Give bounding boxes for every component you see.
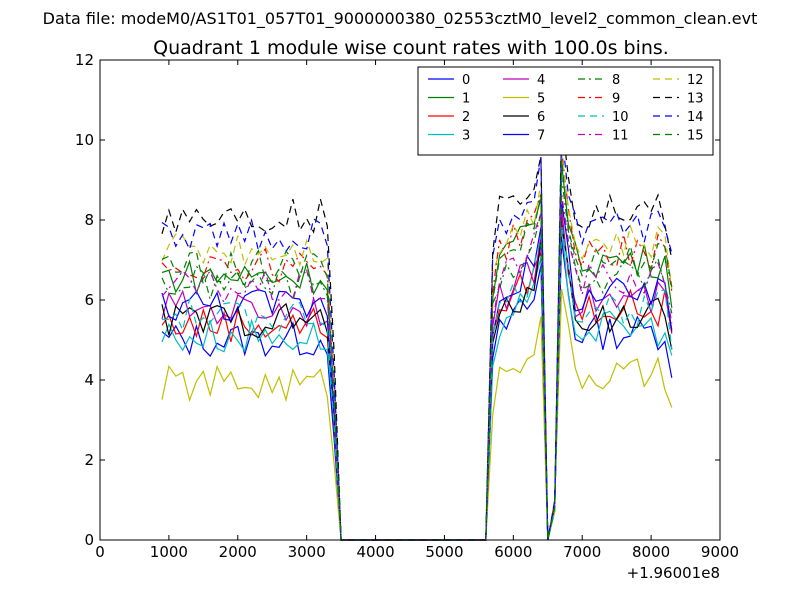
legend-label: 12 <box>687 73 704 88</box>
series-line-11 <box>161 194 673 541</box>
series-line-6 <box>161 224 673 541</box>
series-line-12 <box>161 154 673 541</box>
series-line-1 <box>161 163 673 541</box>
legend-entry: 0 <box>428 73 470 88</box>
y-tick-label: 0 <box>84 531 94 549</box>
chart-title: Quadrant 1 module wise count rates with … <box>153 37 669 59</box>
legend-entry: 3 <box>428 129 470 144</box>
legend-entry: 4 <box>503 73 545 88</box>
legend-entry: 13 <box>653 92 704 107</box>
x-tick-label: 4000 <box>356 543 394 561</box>
x-tick-label: 1000 <box>150 543 188 561</box>
x-tick-label: 7000 <box>563 543 601 561</box>
x-tick-label: 0 <box>95 543 105 561</box>
legend-label: 5 <box>537 92 545 107</box>
series-line-10 <box>161 225 673 541</box>
legend-entry: 7 <box>503 129 545 144</box>
y-tick-label: 10 <box>75 131 94 149</box>
legend-entry: 9 <box>578 92 620 107</box>
legend-entry: 1 <box>428 92 470 107</box>
x-offset-label: +1.96001e8 <box>627 564 720 582</box>
y-tick-label: 2 <box>84 451 94 469</box>
series-line-15 <box>161 158 673 541</box>
x-tick-label: 6000 <box>494 543 532 561</box>
legend-entry: 8 <box>578 73 620 88</box>
legend-label: 4 <box>537 73 545 88</box>
series-line-14 <box>161 130 673 541</box>
legend-entry: 5 <box>503 92 545 107</box>
x-axis: 0 1000 2000 3000 4000 5000 6000 7000 8000 9000 <box>95 60 739 561</box>
series-line-8 <box>161 177 673 541</box>
legend-label: 6 <box>537 110 545 125</box>
legend-entry: 15 <box>653 129 704 144</box>
legend-label: 8 <box>612 73 620 88</box>
legend-label: 1 <box>462 92 470 107</box>
x-tick-label: 9000 <box>701 543 739 561</box>
data-file-title: Data file: modeM0/AS1T01_057T01_90000003… <box>42 9 758 28</box>
legend-entry: 10 <box>578 110 629 125</box>
series-line-2 <box>161 208 673 541</box>
legend-label: 13 <box>687 92 704 107</box>
x-tick-label: 8000 <box>632 543 670 561</box>
legend-label: 2 <box>462 110 470 125</box>
legend-label: 14 <box>687 110 704 125</box>
legend-label: 15 <box>687 129 704 144</box>
series-line-9 <box>161 149 673 541</box>
legend-label: 11 <box>612 129 629 144</box>
legend-label: 9 <box>612 92 620 107</box>
legend-entry: 6 <box>503 110 545 125</box>
legend-label: 10 <box>612 110 629 125</box>
series-line-4 <box>161 216 673 541</box>
legend-label: 3 <box>462 129 470 144</box>
legend-entry: 11 <box>578 129 629 144</box>
y-tick-label: 4 <box>84 371 94 389</box>
legend-label: 0 <box>462 73 470 88</box>
y-tick-label: 6 <box>84 291 94 309</box>
legend-box <box>417 66 714 156</box>
x-tick-label: 2000 <box>219 543 257 561</box>
series-line-0 <box>161 239 673 541</box>
y-tick-label: 12 <box>75 51 94 69</box>
plot-lines <box>161 118 673 541</box>
x-tick-label: 5000 <box>425 543 463 561</box>
series-line-3 <box>161 224 673 541</box>
legend-entry: 2 <box>428 110 470 125</box>
legend-entry: 12 <box>653 73 704 88</box>
x-tick-label: 3000 <box>288 543 326 561</box>
legend-entry: 14 <box>653 110 704 125</box>
y-tick-label: 8 <box>84 211 94 229</box>
series-line-5 <box>161 288 673 541</box>
legend-label: 7 <box>537 129 545 144</box>
